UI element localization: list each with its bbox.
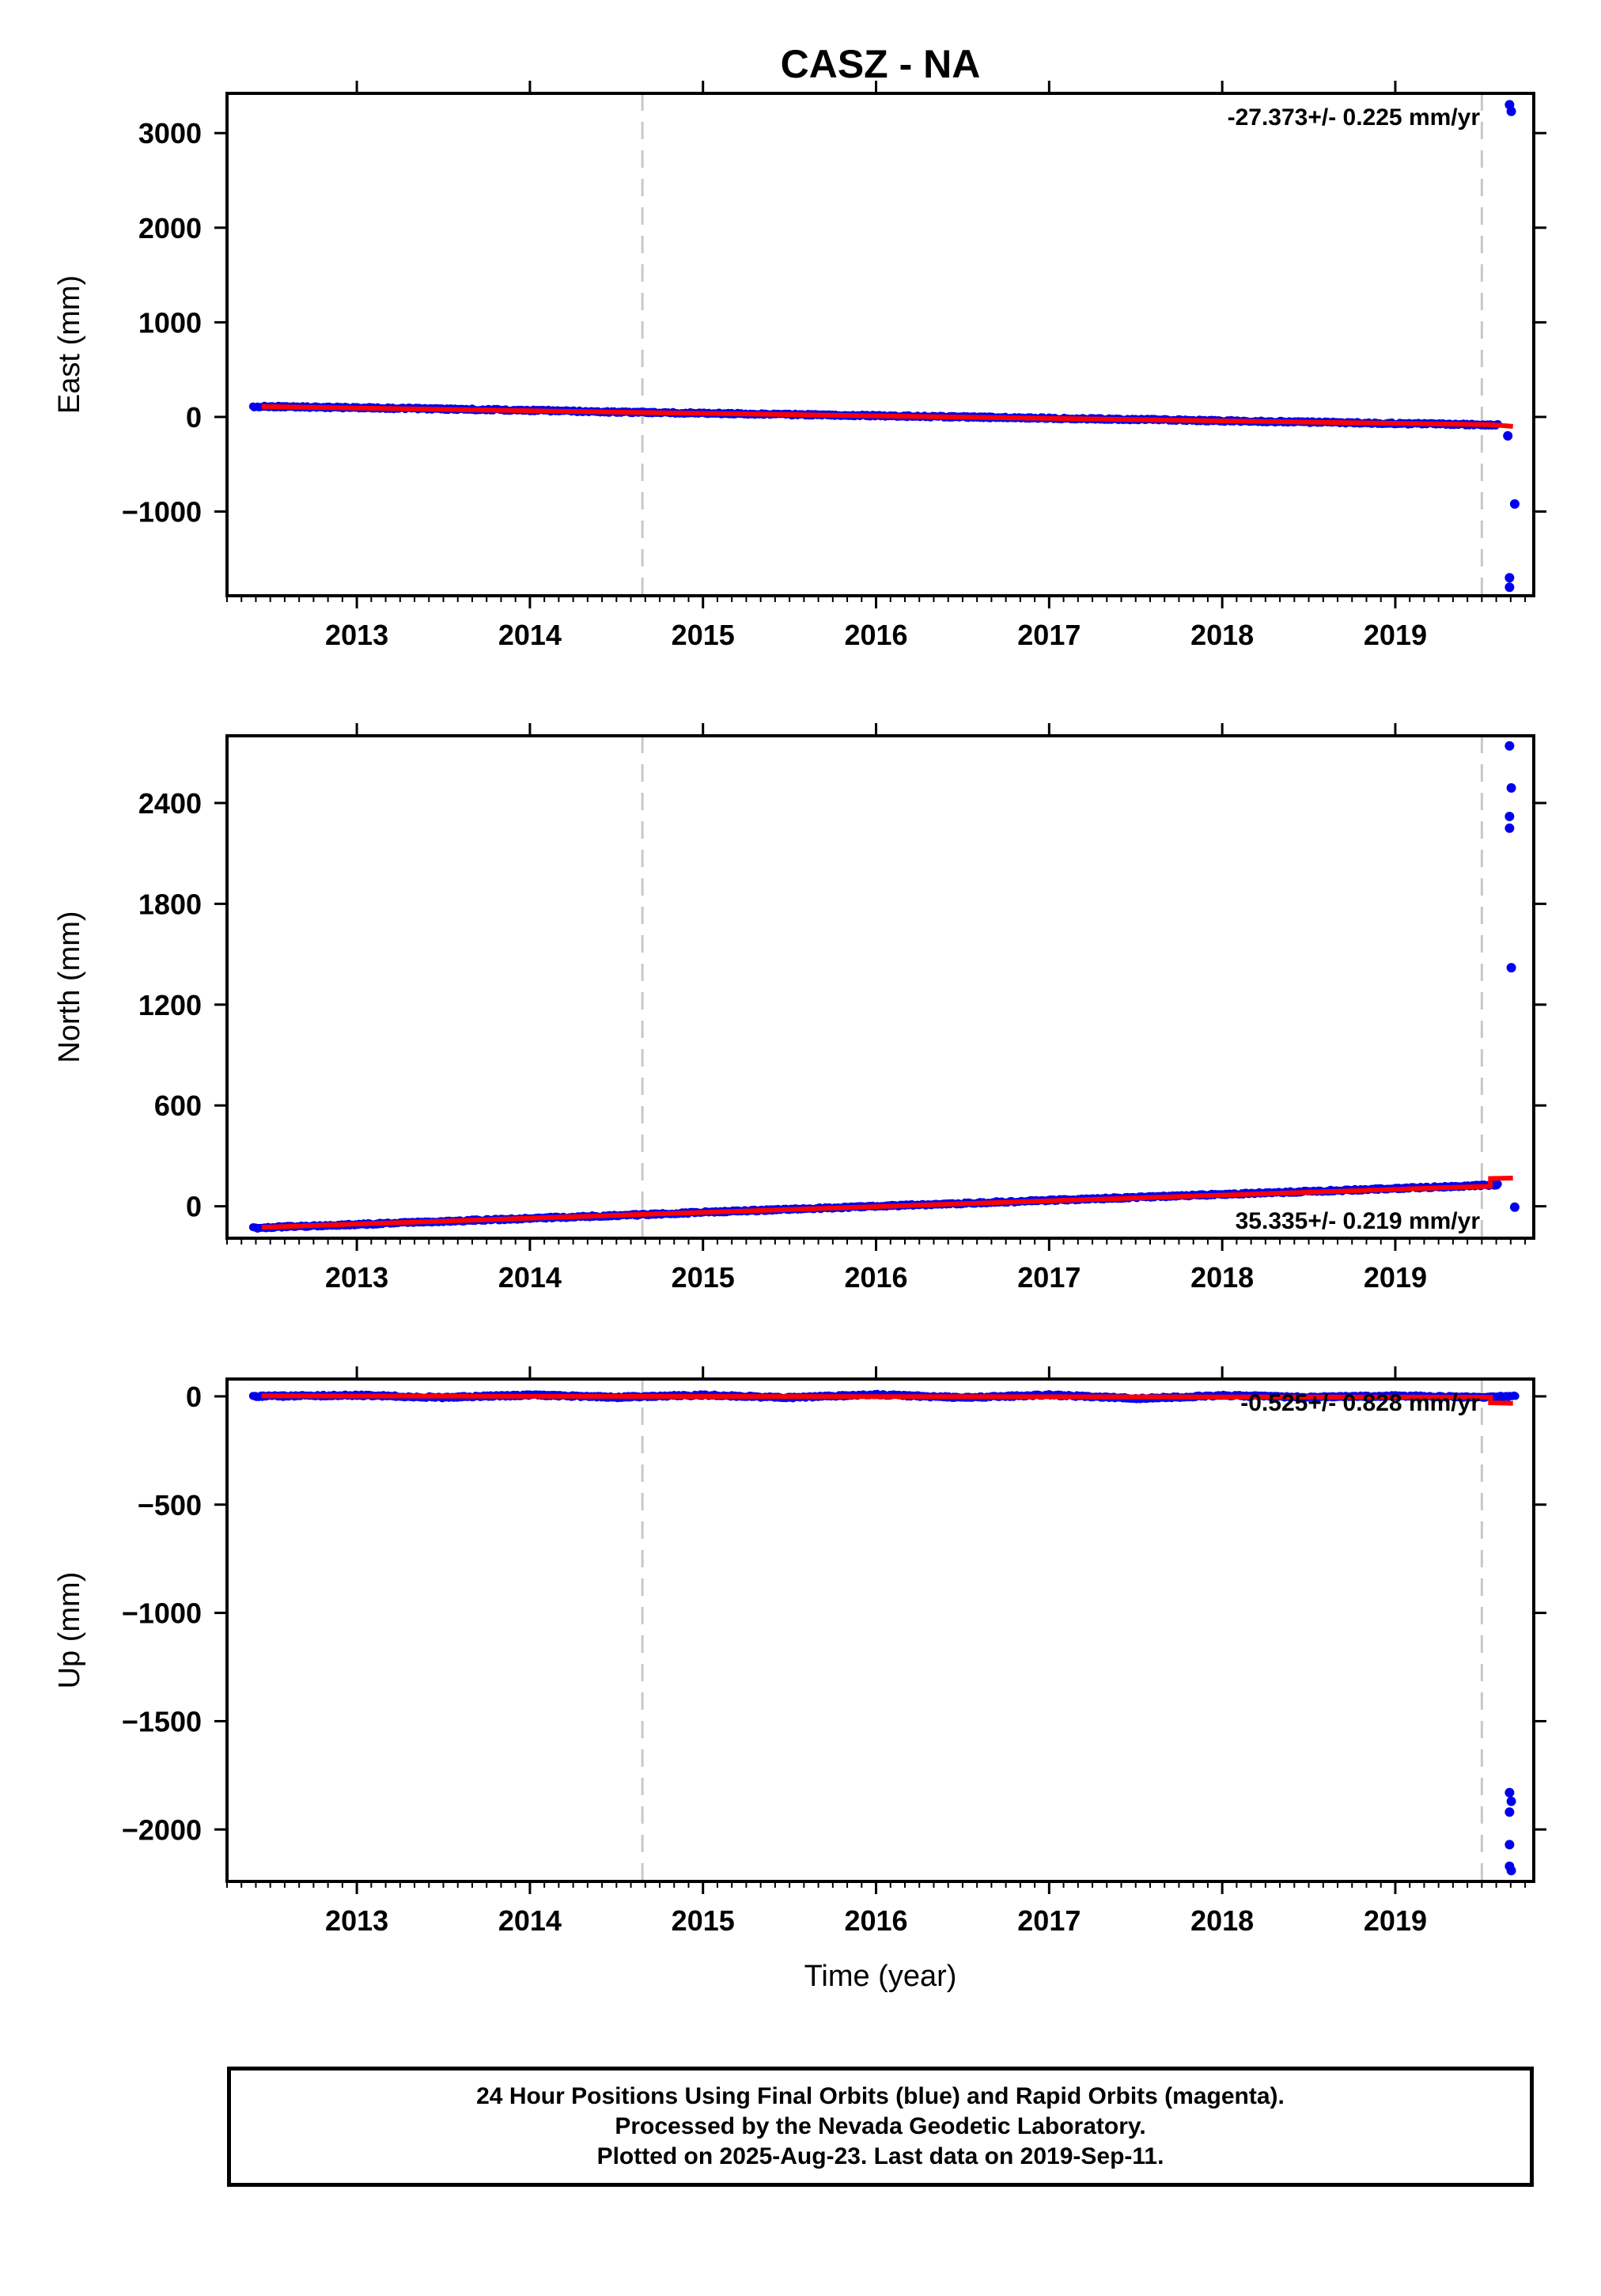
north-rate-label: 35.335+/- 0.219 mm/yr (1236, 1208, 1481, 1234)
up-outlier-point-4 (1504, 1839, 1515, 1850)
up-y-tick-label: 0 (186, 1381, 202, 1413)
up-rate-label: -0.525+/- 0.828 mm/yr (1240, 1390, 1480, 1416)
up-x-tick-label: 2014 (498, 1904, 562, 1937)
up-outlier-point-3 (1504, 1807, 1515, 1817)
east-x-tick-label: 2016 (844, 619, 907, 651)
up-y-tick-label: −500 (138, 1489, 202, 1521)
north-outlier-point-2 (1506, 782, 1516, 793)
east-x-tick-label: 2015 (672, 619, 735, 651)
up-x-tick-label: 2018 (1190, 1904, 1254, 1937)
north-x-tick-label: 2017 (1017, 1261, 1081, 1294)
north-outlier-point-3 (1504, 811, 1515, 821)
footer-line-processed: Processed by the Nevada Geodetic Laborat… (615, 2113, 1146, 2139)
north-y-axis-label: North (mm) (53, 911, 86, 1063)
up-panel: 2013 2014 2015 2016 2017 2018 2019 −2000 −1500 −1… (53, 1366, 1546, 1937)
east-x-tick-label: 2014 (498, 619, 562, 651)
east-outlier-point-2 (1506, 106, 1516, 116)
up-outlier-point-6 (1506, 1866, 1516, 1876)
east-y-tick-label: 2000 (138, 212, 202, 244)
up-fit-line (261, 1393, 1513, 1406)
east-panel: 2013 2014 2015 2016 2017 2018 2019 −1000 0 1000 20… (53, 81, 1546, 651)
north-x-tick-label: 2014 (498, 1261, 562, 1294)
up-x-tick-label: 2019 (1364, 1904, 1427, 1937)
footer-line-plotted: Plotted on 2025-Aug-23. Last data on 201… (596, 2143, 1164, 2169)
east-outlier-point-3 (1503, 430, 1513, 441)
east-x-tick-label: 2018 (1190, 619, 1254, 651)
footer-line-orbits: 24 Hour Positions Using Final Orbits (bl… (476, 2083, 1285, 2109)
east-fit-line (261, 404, 1513, 429)
figure-title: CASZ - NA (781, 42, 981, 86)
east-x-tick-label: 2013 (325, 619, 388, 651)
east-outlier-point-5 (1504, 573, 1515, 583)
north-x-tick-label: 2015 (672, 1261, 735, 1294)
north-y-tick-label: 600 (154, 1089, 202, 1122)
north-x-tick-label: 2013 (325, 1261, 388, 1294)
up-x-tick-label: 2015 (672, 1904, 735, 1937)
north-plot-frame (225, 734, 1535, 1240)
north-position-point (1493, 1180, 1502, 1188)
up-x-tick-label: 2016 (844, 1904, 907, 1937)
north-y-tick-label: 2400 (138, 787, 202, 820)
north-x-tick-label: 2019 (1364, 1261, 1427, 1294)
east-x-tick-label: 2019 (1364, 619, 1427, 651)
panels: 2013 2014 2015 2016 2017 2018 2019 −1000 0 1000 20… (53, 81, 1546, 1937)
east-y-tick-label: 1000 (138, 306, 202, 339)
north-y-tick-label: 1800 (138, 888, 202, 920)
up-y-tick-label: −1000 (122, 1597, 202, 1630)
north-outlier-point-1 (1504, 741, 1515, 751)
north-y-tick-label: 1200 (138, 989, 202, 1021)
north-y-tick-label: 0 (186, 1191, 202, 1223)
up-y-tick-label: −1500 (122, 1705, 202, 1737)
north-outlier-point-6 (1509, 1202, 1520, 1212)
north-x-tick-label: 2016 (844, 1261, 907, 1294)
north-x-tick-label: 2018 (1190, 1261, 1254, 1294)
east-x-tick-label: 2017 (1017, 619, 1081, 651)
east-y-axis-label: East (mm) (53, 275, 86, 414)
east-y-tick-label: −1000 (122, 496, 202, 529)
up-outlier-point-2 (1506, 1796, 1516, 1806)
up-x-tick-label: 2013 (325, 1904, 388, 1937)
east-y-tick-label: 0 (186, 401, 202, 434)
east-plot-frame (225, 92, 1535, 597)
east-y-tick-label: 3000 (138, 117, 202, 150)
up-position-point (1511, 1392, 1520, 1400)
north-panel: 2013 2014 2015 2016 2017 2018 2019 0 600 1200 1800… (53, 723, 1546, 1294)
up-y-tick-label: −2000 (122, 1813, 202, 1846)
x-axis-label: Time (year) (804, 1960, 957, 1993)
east-outlier-point-6 (1504, 582, 1515, 593)
up-plot-frame (225, 1377, 1535, 1883)
east-outlier-point-4 (1509, 499, 1520, 510)
up-y-axis-label: Up (mm) (53, 1572, 86, 1689)
footer-box: 24 Hour Positions Using Final Orbits (bl… (227, 2067, 1534, 2187)
east-rate-label: -27.373+/- 0.225 mm/yr (1228, 104, 1481, 131)
up-x-tick-label: 2017 (1017, 1904, 1081, 1937)
up-outlier-point-1 (1504, 1787, 1515, 1798)
north-outlier-point-5 (1506, 963, 1516, 973)
north-outlier-point-4 (1504, 823, 1515, 833)
north-fit-line (261, 1176, 1513, 1230)
